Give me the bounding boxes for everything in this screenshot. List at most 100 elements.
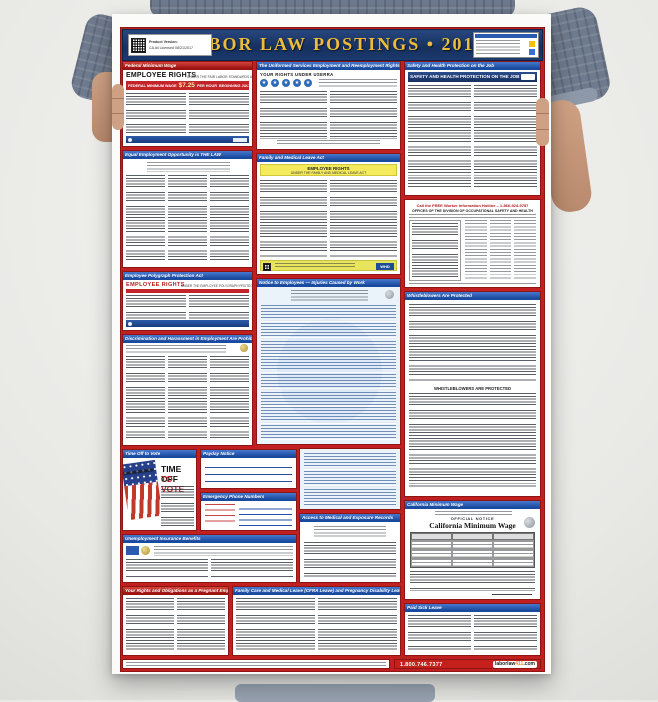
paid-sick-leave-body-text [408,615,537,651]
ca-wage-rate-table [410,532,535,568]
osha-hotline: Call the FREE Worker Information Hotline… [416,203,529,208]
order-swatch-blue [529,49,535,55]
payday-header: Payday Notice [201,450,296,458]
fmla-header: Family and Medical Leave Act [257,154,400,162]
payday-form-lines [205,461,292,488]
flsa-subtitle: UNDER THE FAIR LABOR STANDARDS ACT [187,75,253,79]
ca-seal-icon [524,517,535,528]
polygraph-subtitle: UNDER THE EMPLOYEE POLYGRAPH PROTECTION … [181,284,253,288]
section-emergency-phone: Emergency Phone Numbers [200,492,297,531]
band-rate: $7.25 [178,82,195,89]
labor-law-poster: LABOR LAW POSTINGS • 2018 Product Versio… [112,14,551,674]
userra-body-text [260,91,397,139]
state-seal-icon [385,290,394,299]
section-discrimination: Discrimination and Harassment in Employm… [122,334,253,446]
medical-records-body-text [304,542,396,578]
section-userra: The Uniformed Services Employment and Re… [256,61,401,150]
discrimination-header: Discrimination and Harassment in Employm… [123,335,252,343]
flsa-body-text [126,93,249,134]
whd-logo-icon: WHD [376,263,394,270]
eeo-body-text [126,175,249,261]
qr-code-icon [131,38,146,53]
ca-wage-intro-line [435,511,512,515]
osha-district-table [465,220,537,281]
ca-wage-body-text [410,571,535,591]
product-version-label: Product Version: [149,40,178,44]
osha-address-line [409,214,536,218]
userra-band-title: YOUR RIGHTS UNDER USERRA [260,72,334,77]
eeo-intro-lines [147,162,230,172]
band-unit: PER HOUR [196,83,217,88]
brand-num: 411 [515,661,524,667]
section-safety: Safety and Health Protection on the Job … [404,61,541,196]
order-swatch-yellow [529,41,535,47]
emergency-write-in-lines [239,504,292,526]
emergency-header: Emergency Phone Numbers [201,493,296,501]
eeo-header: Equal Employment Opportunity is THE LAW [123,151,252,159]
polygraph-red-band [126,289,249,293]
polygraph-body-text [126,295,249,320]
ca-minimum-wage-header: California Minimum Wage [405,501,540,509]
band-label: FEDERAL MINIMUM WAGE [128,83,177,88]
order-info-title-bar [475,34,537,38]
person-right-fingers [536,98,549,146]
section-cfra: Family Care and Medical Leave (CFRA Leav… [232,586,401,656]
person-jeans [235,684,435,702]
safety-band: SAFETY AND HEALTH PROTECTION ON THE JOB [408,72,537,82]
osha-offices-title: OFFICES OF THE DIVISION OF OCCUPATIONAL … [412,209,533,213]
ca-wage-title: California Minimum Wage [429,521,516,530]
flag-stripes [124,481,163,521]
time-off-header: Time Off to Vote [123,450,196,458]
person-torso [150,0,515,18]
bottom-fine-print-strip [122,659,390,669]
footer-phone: 1.800.746.7377 [400,661,443,668]
section-medical-records: Access to Medical and Exposure Records [299,513,401,583]
injuries-intro-lines [291,290,368,302]
qr-code-icon [263,262,271,271]
section-ca-minimum-wage: California Minimum Wage OFFICIAL NOTICE … [404,500,541,600]
section-federal-minimum-wage: Federal Minimum Wage EMPLOYEE RIGHTS UND… [122,61,253,147]
pregnant-rights-header: Your Rights and Obligations as a Pregnan… [123,587,228,595]
product-version-box: Product Version: CA All Licensed 08/21/2… [128,34,212,56]
time-off-big-text: TIME OFF [161,464,182,484]
brand-logo: laborlaw411.com [492,661,537,668]
osha-footnote [409,283,536,286]
person-left-fingers [112,84,124,130]
cal-osha-logo-icon [521,74,535,80]
fmla-footer-band: WHD [260,260,397,271]
unemployment-intro-lines [154,546,293,556]
section-eeo: Equal Employment Opportunity is THE LAW [122,150,253,268]
paid-sick-leave-header: Paid Sick Leave [405,604,540,612]
section-injuries: Notice to Employees — Injuries Caused by… [256,278,401,445]
fmla-body-text [260,180,397,258]
order-info-lines [476,40,520,55]
service-branch-icon: ★ [293,79,301,87]
cfra-header: Family Care and Medical Leave (CFRA Leav… [233,587,400,595]
unemployment-body-text [126,559,293,578]
section-payday-notice: Payday Notice [200,449,297,489]
section-pregnant-rights: Your Rights and Obligations as a Pregnan… [122,586,229,656]
ballot-box-flag-icon [123,459,163,522]
unemployment-header: Unemployment Insurance Benefits [123,535,296,543]
fmla-footer-lines [275,263,355,268]
section-osha-offices: Call the FREE Worker Information Hotline… [404,199,541,288]
whistleblowers-subtitle: WHISTLEBLOWERS ARE PROTECTED [433,386,512,391]
service-branch-icon: ★ [304,79,312,87]
band-effective: BEGINNING JULY 24, 2009 [218,83,249,88]
fine-print-lines [126,662,386,667]
osha-phone-list [409,220,461,281]
whistleblowers-body-1 [409,304,536,382]
dol-logo-icon [128,137,132,142]
whistleblowers-body-2 [409,393,536,488]
dol-logo-icon [128,321,132,326]
discrimination-body-text [126,356,249,440]
safety-body-text [408,85,537,190]
polygraph-footer-strip [126,320,249,327]
medical-records-intro [314,526,386,538]
injuries-body-text [261,305,396,440]
section-fmla: Family and Medical Leave Act EMPLOYEE RI… [256,153,401,275]
discrimination-intro-lines [126,345,226,353]
ca-official-notice: OFFICIAL NOTICE [450,516,495,521]
whd-logo-icon [233,137,247,142]
fmla-band-title: EMPLOYEE RIGHTS [307,166,350,171]
